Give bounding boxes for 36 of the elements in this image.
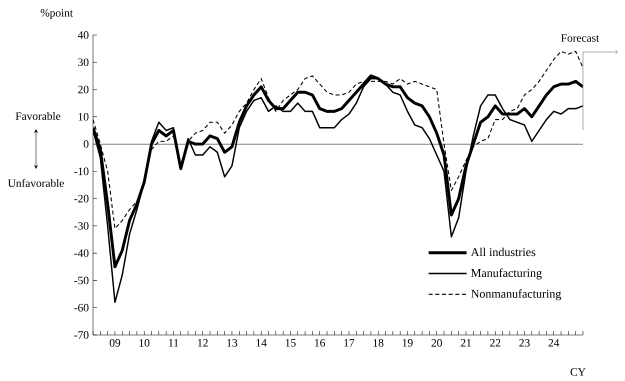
x-tick-label: 12 — [198, 339, 208, 347]
annotation: Forecast — [561, 34, 600, 42]
y-tick-label: -70 — [74, 331, 89, 339]
y-tick-label: -20 — [74, 194, 89, 202]
x-tick-label: 19 — [402, 339, 413, 347]
y-tick-label: 20 — [78, 86, 89, 94]
x-tick-label: 24 — [548, 339, 560, 347]
x-tick-label: 11 — [169, 339, 178, 347]
x-tick-label: 13 — [227, 339, 238, 347]
y-tick-label: -10 — [74, 168, 89, 176]
y-tick-label: -30 — [74, 222, 89, 230]
x-tick-label: 20 — [432, 339, 442, 347]
x-axis-title: CY — [570, 368, 586, 376]
x-tick-label: 23 — [519, 339, 530, 347]
x-tick-label: 14 — [256, 339, 267, 347]
y-tick-label: 10 — [78, 112, 89, 121]
text: Unfavorable — [8, 178, 64, 188]
y-tick-label: -40 — [74, 249, 89, 257]
x-tick-label: 21 — [460, 339, 471, 347]
x-tick-label: 16 — [315, 339, 326, 347]
y-tick-label: 30 — [78, 58, 89, 66]
x-tick-label: 09 — [110, 339, 120, 347]
y-tick-label: 0 — [84, 140, 89, 148]
x-tick-label: 22 — [490, 339, 500, 347]
text: Favorable — [16, 112, 60, 120]
x-tick-label: 17 — [344, 339, 354, 347]
x-tick-label: 15 — [286, 339, 296, 347]
x-tick-label: 18 — [374, 339, 384, 347]
y-tick-label: -50 — [74, 276, 89, 284]
y-axis-title: %point — [40, 9, 73, 19]
legend-label: All industries — [470, 248, 536, 256]
y-tick-label: 40 — [78, 31, 89, 39]
legend-label: Manufacturing — [471, 268, 542, 280]
x-tick-label: 10 — [140, 339, 150, 347]
legend-label: Nonmanufacturing — [471, 289, 562, 300]
y-tick-label: -60 — [74, 304, 89, 312]
